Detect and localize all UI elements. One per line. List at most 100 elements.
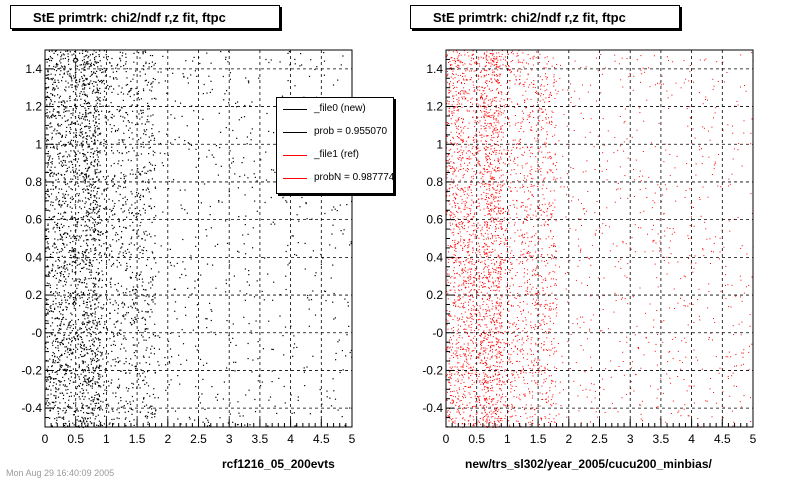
scatter-point <box>474 373 476 375</box>
scatter-point <box>87 307 89 309</box>
scatter-point <box>104 87 106 89</box>
scatter-point <box>506 239 508 241</box>
scatter-point <box>480 98 481 100</box>
scatter-point <box>104 115 106 117</box>
scatter-point <box>104 178 106 181</box>
scatter-point <box>146 382 148 384</box>
scatter-point <box>56 224 58 226</box>
scatter-point <box>490 59 492 61</box>
scatter-point <box>88 348 90 351</box>
scatter-point <box>452 231 454 233</box>
scatter-point <box>75 238 78 240</box>
scatter-point <box>98 359 100 361</box>
scatter-point <box>582 208 584 210</box>
scatter-point <box>451 399 453 401</box>
scatter-point <box>453 326 454 328</box>
scatter-point <box>82 188 84 191</box>
scatter-point <box>86 61 88 63</box>
scatter-point <box>45 208 47 210</box>
scatter-point <box>71 86 73 88</box>
scatter-point <box>602 309 604 310</box>
scatter-point <box>123 316 125 318</box>
scatter-point <box>65 164 67 166</box>
scatter-point <box>94 107 96 109</box>
scatter-point <box>99 331 101 333</box>
scatter-point <box>124 250 126 252</box>
scatter-point <box>600 54 602 55</box>
scatter-point <box>457 373 459 375</box>
scatter-point <box>95 325 97 327</box>
scatter-point <box>130 238 132 240</box>
scatter-point <box>487 246 489 248</box>
scatter-point <box>52 408 54 410</box>
scatter-point <box>45 327 47 330</box>
scatter-point <box>45 274 47 276</box>
scatter-point <box>92 344 94 346</box>
scatter-point <box>49 272 51 274</box>
scatter-point <box>94 142 96 144</box>
scatter-point <box>60 295 62 297</box>
scatter-point <box>118 378 120 380</box>
scatter-point <box>475 112 477 114</box>
scatter-point <box>49 123 51 125</box>
scatter-point <box>55 338 58 340</box>
scatter-point <box>709 388 711 390</box>
scatter-point <box>147 415 149 418</box>
scatter-point <box>92 377 94 380</box>
scatter-point <box>52 344 54 346</box>
scatter-point <box>68 406 70 408</box>
scatter-point <box>61 365 63 367</box>
scatter-point <box>482 339 484 341</box>
scatter-point <box>79 112 81 114</box>
scatter-point <box>534 269 536 271</box>
scatter-point <box>92 376 95 378</box>
scatter-point <box>489 406 491 408</box>
scatter-point <box>47 155 49 157</box>
scatter-point <box>549 169 551 171</box>
scatter-point <box>67 295 69 297</box>
scatter-point <box>62 156 64 158</box>
scatter-point <box>84 417 86 419</box>
scatter-point <box>245 77 247 79</box>
scatter-point <box>64 197 66 199</box>
scatter-point <box>133 99 135 102</box>
scatter-point <box>76 58 78 60</box>
scatter-point <box>144 319 147 321</box>
scatter-point <box>462 141 464 143</box>
scatter-point <box>469 299 471 301</box>
scatter-point <box>94 228 96 230</box>
scatter-point <box>542 99 544 101</box>
scatter-point <box>646 99 648 101</box>
scatter-point <box>92 260 94 262</box>
scatter-point <box>128 91 130 93</box>
scatter-point <box>530 404 532 406</box>
scatter-point <box>232 161 234 163</box>
scatter-point <box>85 174 87 176</box>
scatter-point <box>54 247 56 249</box>
scatter-point <box>102 358 104 360</box>
scatter-point <box>68 273 70 275</box>
scatter-point <box>243 243 245 245</box>
scatter-point <box>120 397 122 399</box>
scatter-point <box>235 106 238 108</box>
scatter-point <box>142 252 144 255</box>
scatter-point <box>98 280 100 282</box>
scatter-point <box>529 156 531 158</box>
scatter-point <box>490 233 492 235</box>
scatter-point <box>501 152 503 154</box>
scatter-point <box>111 331 113 333</box>
scatter-point <box>65 171 67 173</box>
scatter-point <box>450 57 452 59</box>
scatter-point <box>459 306 461 308</box>
scatter-point <box>551 157 553 159</box>
scatter-point <box>61 145 63 147</box>
scatter-point <box>470 204 472 206</box>
scatter-point <box>98 302 100 304</box>
scatter-point <box>715 356 717 358</box>
scatter-point <box>482 283 484 285</box>
scatter-point <box>449 417 451 419</box>
scatter-point <box>67 194 69 196</box>
scatter-point <box>64 179 66 181</box>
scatter-point <box>498 384 500 386</box>
scatter-point <box>151 66 153 68</box>
